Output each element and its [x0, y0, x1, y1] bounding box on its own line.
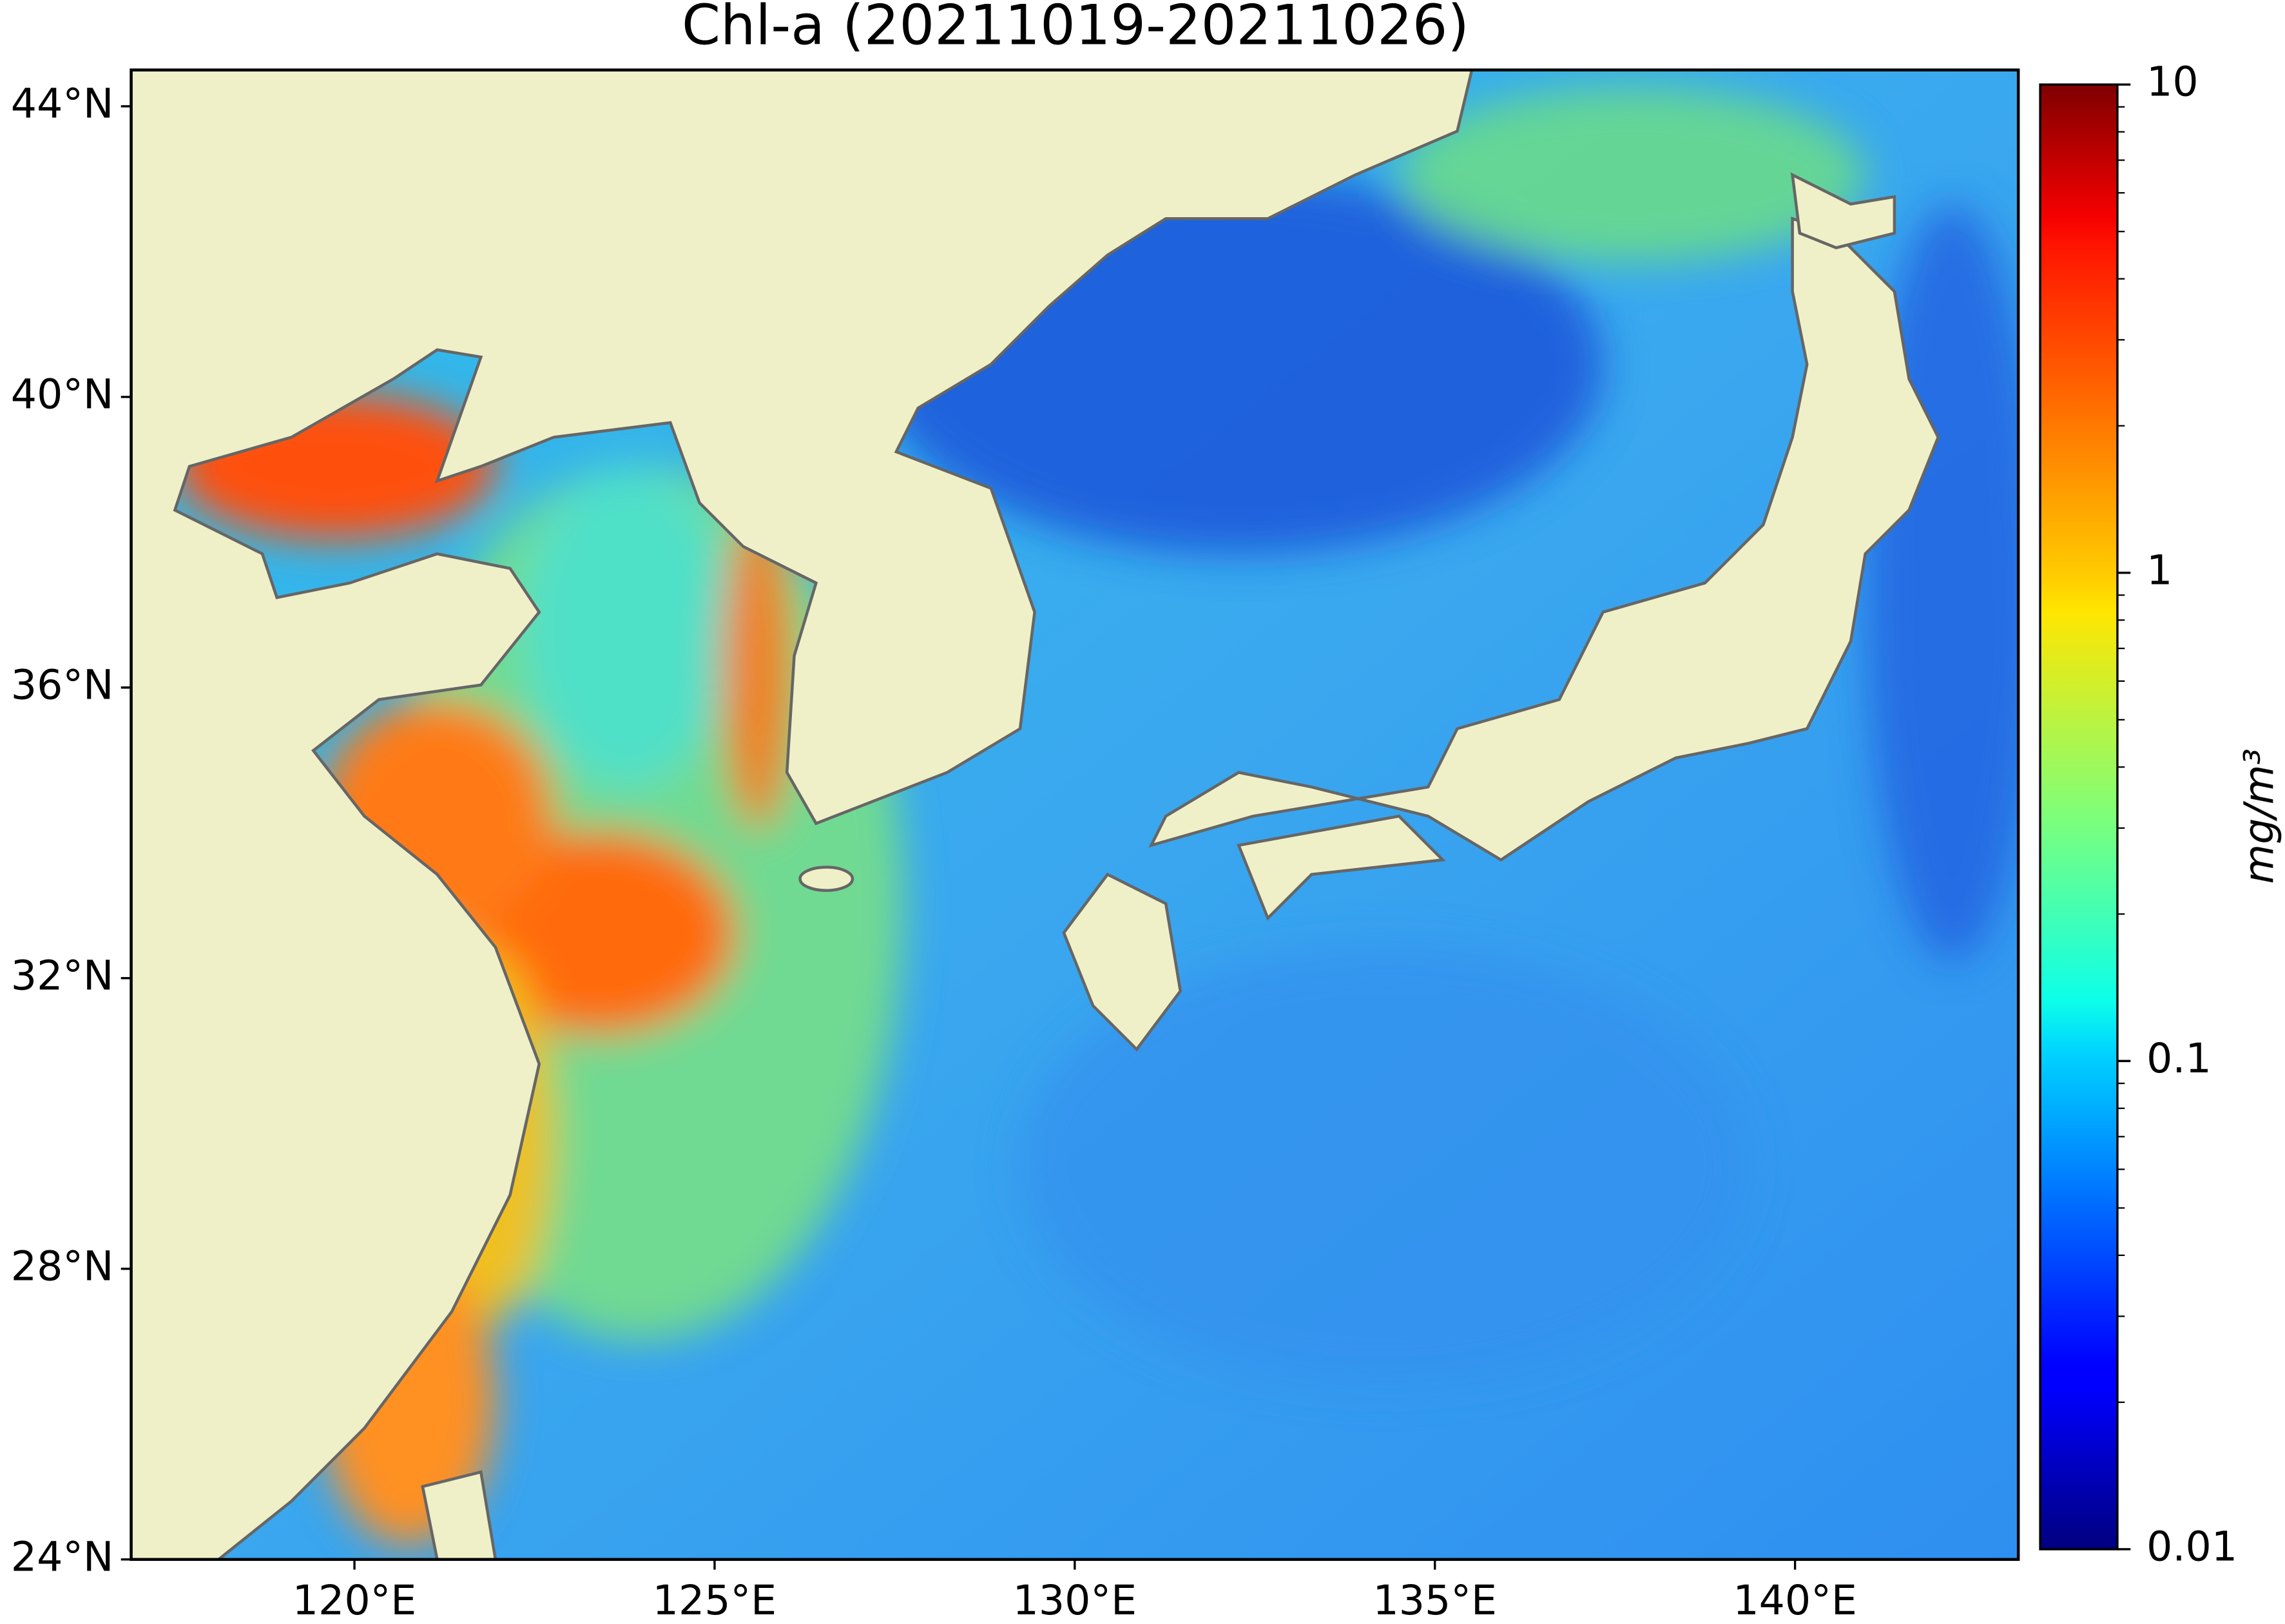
x-tick-label: 125°E: [653, 1576, 777, 1624]
colorbar-tick-label: 1: [2146, 546, 2172, 594]
axes: 120°E 125°E 130°E 135°E 140°E 24°N 28°N 32°N 36°…: [11, 58, 2237, 1624]
y-tick-label: 44°N: [11, 80, 114, 128]
y-tick-label: 24°N: [11, 1532, 114, 1580]
y-tick-label: 40°N: [11, 370, 114, 418]
x-tick-label: 135°E: [1373, 1576, 1497, 1624]
chlorophyll-field: [175, 87, 2019, 1545]
colorbar-tick-label: 0.01: [2146, 1523, 2237, 1571]
colorbar-tick-label: 10: [2146, 58, 2199, 106]
y-tick-label: 32°N: [11, 951, 114, 999]
map-image: [131, 70, 2019, 1560]
y-tick-label: 36°N: [11, 661, 114, 708]
x-tick-label: 130°E: [1013, 1576, 1137, 1624]
y-tick-label: 28°N: [11, 1242, 114, 1290]
colorbar-label: mg/m³: [2235, 748, 2282, 884]
colorbar-tick-label: 0.1: [2146, 1034, 2212, 1082]
x-tick-label: 120°E: [293, 1576, 417, 1624]
colorbar: [2039, 83, 2119, 1551]
land: [131, 70, 1940, 1560]
x-tick-label: 140°E: [1733, 1576, 1857, 1624]
map-title: Chl-a (20211019-20211026): [682, 0, 1469, 58]
